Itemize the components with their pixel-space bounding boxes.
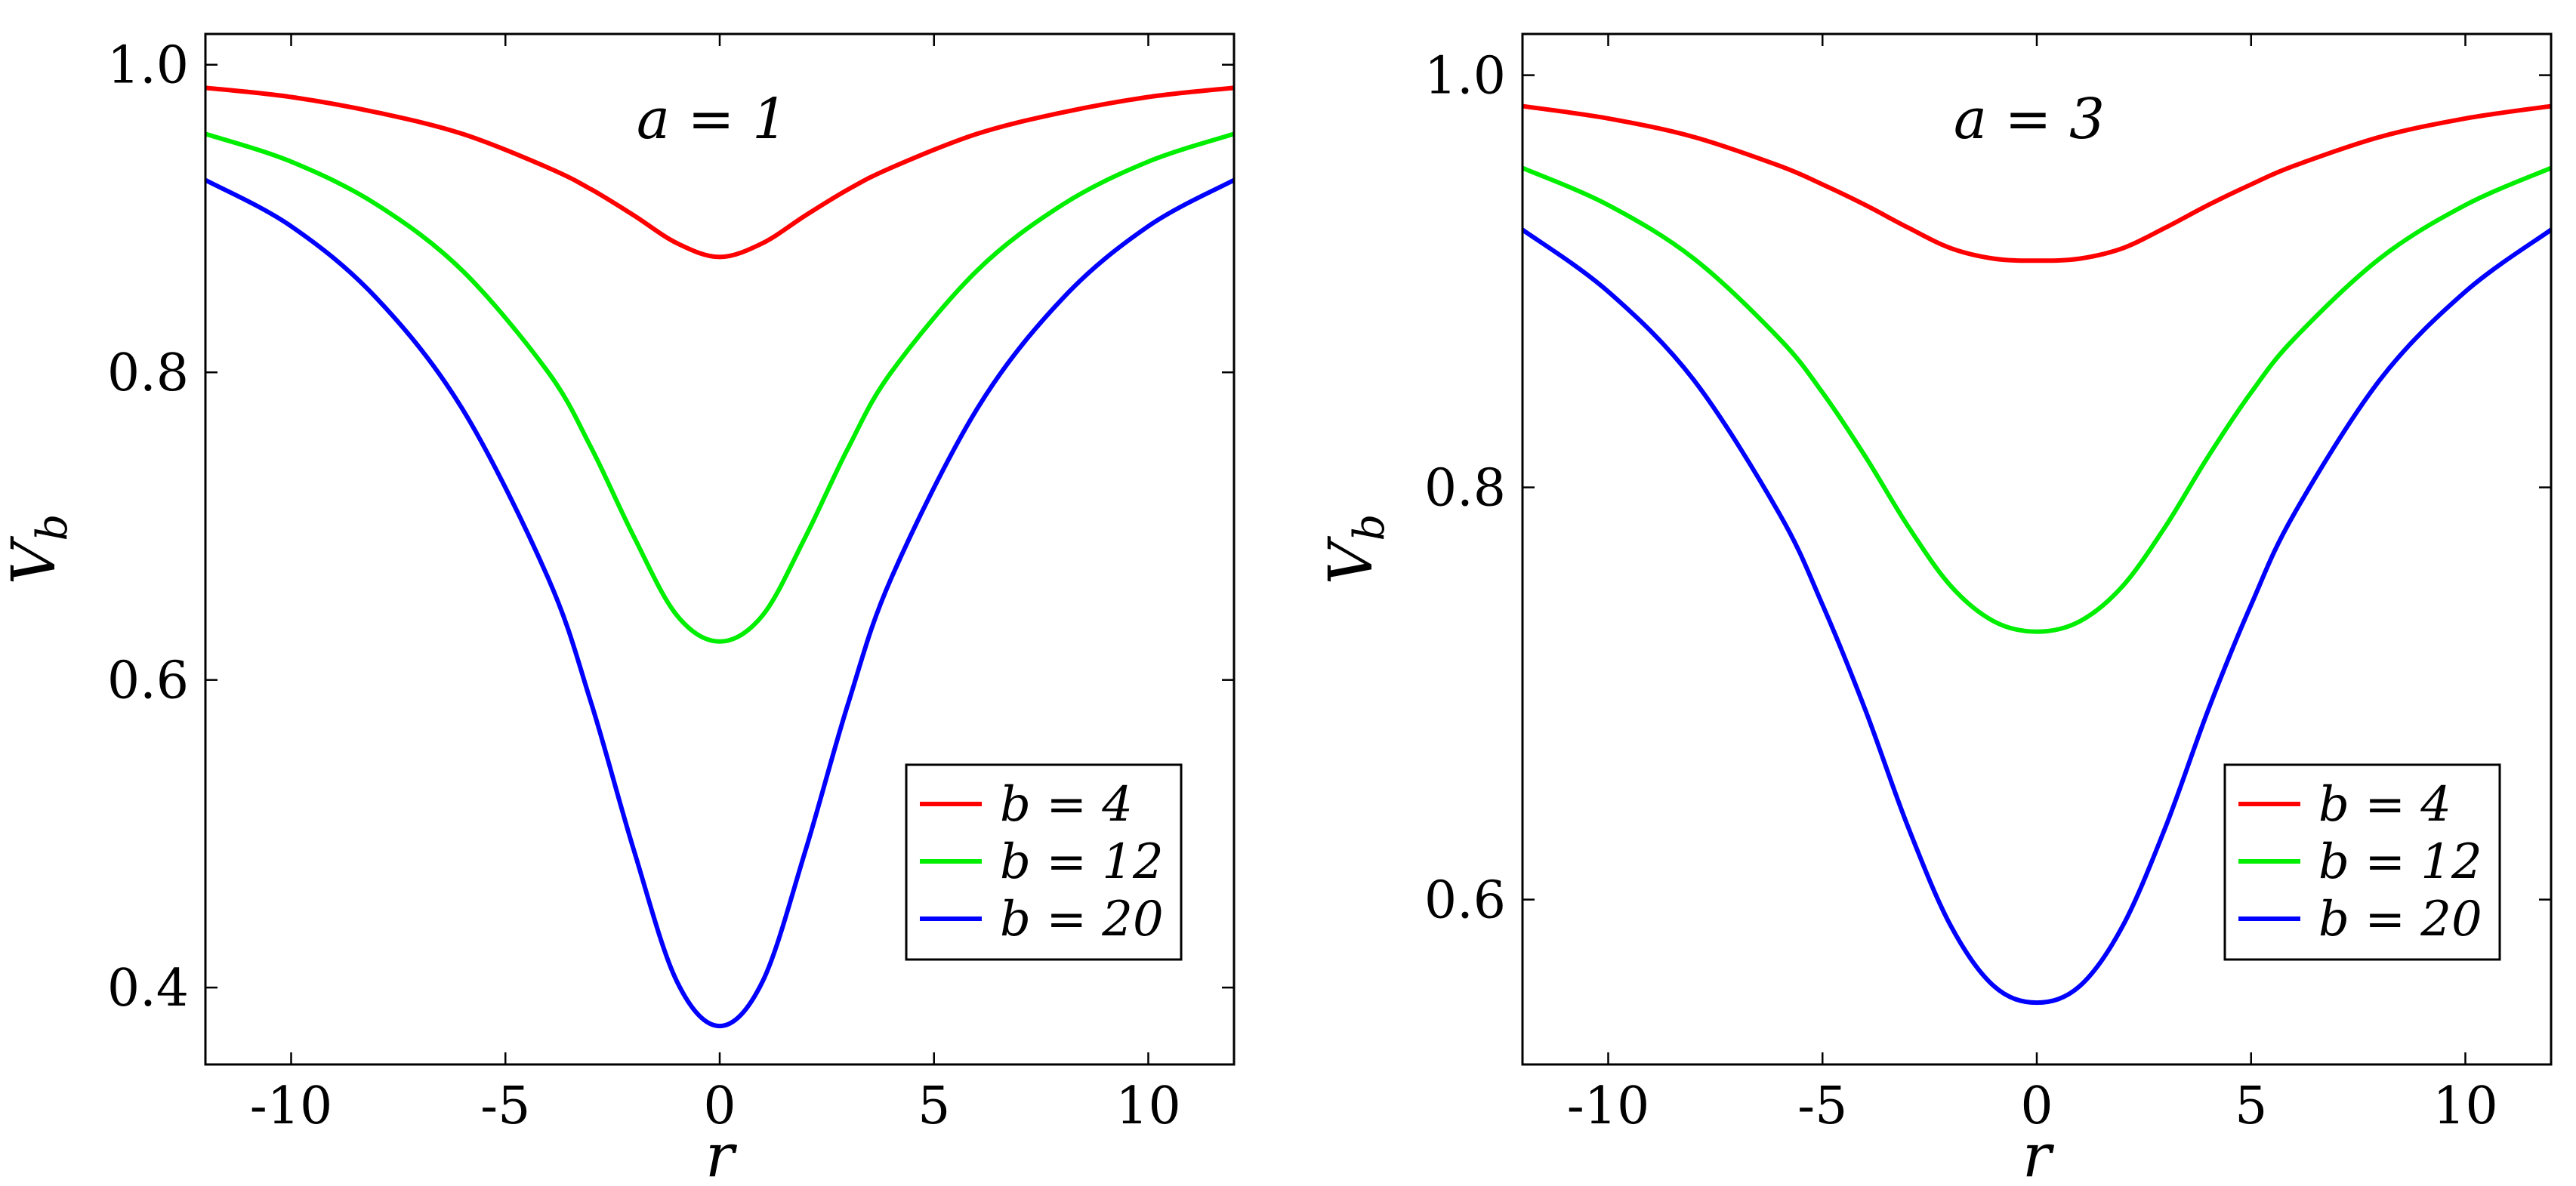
y-axis-label-main: V bbox=[1316, 535, 1386, 584]
chart-panel-1: -10 -5 0 5 10 0.4 0.6 0.8 1.0 r Vb a = 1 b = 4b = 12… bbox=[0, 32, 1236, 1186]
legend-entry-label: b = 20 bbox=[1000, 892, 1164, 947]
panel-annotation: a = 1 bbox=[637, 87, 788, 152]
x-tick-label: 0 bbox=[2020, 1077, 2053, 1136]
x-tick-label: -5 bbox=[480, 1077, 530, 1136]
y-axis-label-subscript: b bbox=[28, 514, 77, 541]
panel-annotation: a = 3 bbox=[1954, 87, 2105, 152]
legend-entry-label: b = 12 bbox=[2318, 834, 2482, 890]
x-tick-label: 5 bbox=[2235, 1077, 2267, 1136]
x-tick-label: -5 bbox=[1797, 1077, 1847, 1136]
y-tick-label: 0.4 bbox=[107, 959, 189, 1018]
series-line-b20 bbox=[205, 177, 1234, 1029]
y-tick-label: 0.6 bbox=[1424, 871, 1506, 931]
y-axis-label-subscript: b bbox=[1345, 514, 1394, 541]
series-line-b4 bbox=[1522, 103, 2551, 263]
y-tick-label: 0.6 bbox=[107, 652, 189, 711]
y-axis-label: Vb bbox=[0, 514, 77, 585]
series-line-b12 bbox=[205, 131, 1234, 644]
y-tick-label: 1.0 bbox=[107, 36, 189, 96]
y-axis-label-main: V bbox=[0, 535, 69, 584]
legend-entry-label: b = 20 bbox=[2318, 892, 2482, 947]
legend: b = 4b = 12b = 20 bbox=[905, 763, 1183, 961]
legend-entry-label: b = 4 bbox=[1000, 777, 1133, 833]
y-tick-label: 0.8 bbox=[1424, 459, 1506, 519]
series-line-b4 bbox=[205, 85, 1234, 260]
x-tick-label: -10 bbox=[250, 1077, 333, 1136]
x-tick-label: 5 bbox=[918, 1077, 950, 1136]
y-tick-label: 0.8 bbox=[107, 343, 189, 403]
x-axis-label: r bbox=[2022, 1120, 2055, 1186]
x-tick-label: 10 bbox=[1115, 1077, 1181, 1136]
x-tick-label: -10 bbox=[1567, 1077, 1650, 1136]
legend: b = 4b = 12b = 20 bbox=[2223, 763, 2501, 961]
chart-panel-2: -10 -5 0 5 10 0.6 0.8 1.0 r Vb a = 3 b = 4b = 12b =… bbox=[1316, 32, 2553, 1186]
y-axis-label: Vb bbox=[1316, 514, 1394, 585]
series-line-b12 bbox=[1522, 165, 2551, 634]
x-tick-label: 10 bbox=[2433, 1077, 2498, 1136]
x-tick-label: 0 bbox=[703, 1077, 736, 1136]
legend-entry-label: b = 12 bbox=[1000, 834, 1164, 890]
x-axis-label: r bbox=[705, 1120, 738, 1186]
y-tick-label: 1.0 bbox=[1424, 47, 1506, 106]
legend-entry-label: b = 4 bbox=[2318, 777, 2451, 833]
series-line-b20 bbox=[1522, 227, 2551, 1006]
